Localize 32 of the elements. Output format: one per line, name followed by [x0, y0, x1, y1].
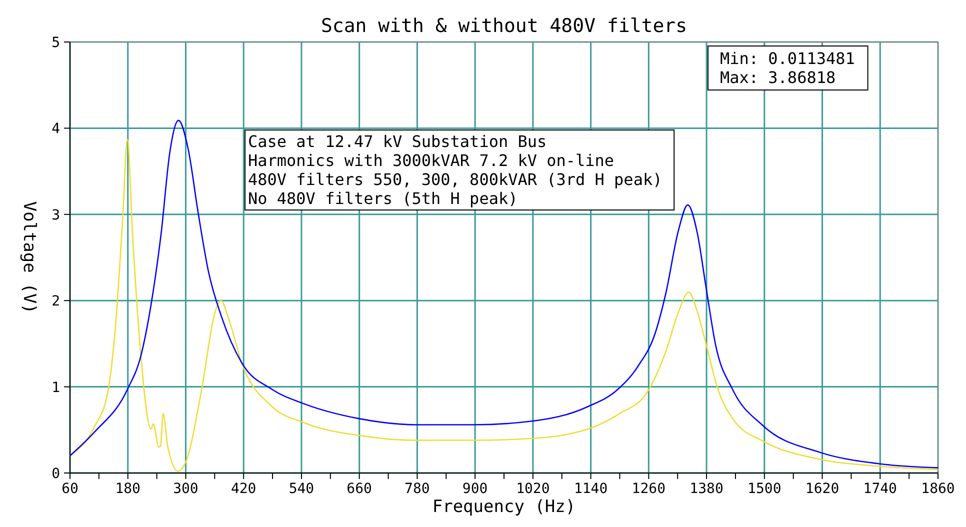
y-tick-label: 5: [52, 35, 60, 51]
min-max-box: Min: 0.0113481 Max: 3.86818: [708, 46, 868, 90]
y-tick-label: 3: [52, 207, 60, 224]
x-tick-label: 1740: [863, 481, 897, 497]
x-tick-label: 540: [288, 481, 314, 497]
x-tick-label: 1860: [921, 481, 955, 497]
x-tick-label: 1020: [516, 481, 550, 497]
annotation: Max: 3.86818: [720, 68, 836, 87]
x-tick-label: 420: [230, 481, 256, 497]
x-tick-label: 1380: [690, 481, 724, 497]
y-tick-label: 0: [52, 466, 60, 482]
annotation: No 480V filters (5th H peak): [248, 189, 518, 208]
annotation: 480V filters 550, 300, 800kVAR (3rd H peak): [248, 170, 662, 189]
x-tick-label: 60: [62, 481, 78, 497]
y-tick-label: 2: [52, 294, 60, 310]
x-tick-label: 1260: [632, 481, 666, 497]
chart-title: Scan with & without 480V filters: [320, 15, 688, 37]
x-tick-label: 660: [346, 481, 372, 497]
x-tick-label: 1500: [748, 481, 782, 497]
annotation: Min: 0.0113481: [720, 49, 855, 68]
annotation: Harmonics with 3000kVAR 7.2 kV on-line: [248, 151, 614, 170]
x-axis-title: Frequency (Hz): [432, 497, 576, 517]
x-tick-label: 780: [404, 481, 430, 497]
x-tick-label: 300: [173, 481, 198, 497]
x-tick-label: 1140: [574, 481, 608, 497]
x-tick-label: 180: [115, 481, 141, 497]
annotation: Case at 12.47 kV Substation Bus: [248, 132, 547, 151]
y-tick-label: 4: [52, 121, 60, 138]
y-axis-title: Voltage (V): [19, 201, 39, 314]
x-tick-label: 1620: [805, 481, 840, 497]
y-tick-label: 1: [52, 380, 60, 396]
x-tick-label: 900: [462, 481, 488, 497]
